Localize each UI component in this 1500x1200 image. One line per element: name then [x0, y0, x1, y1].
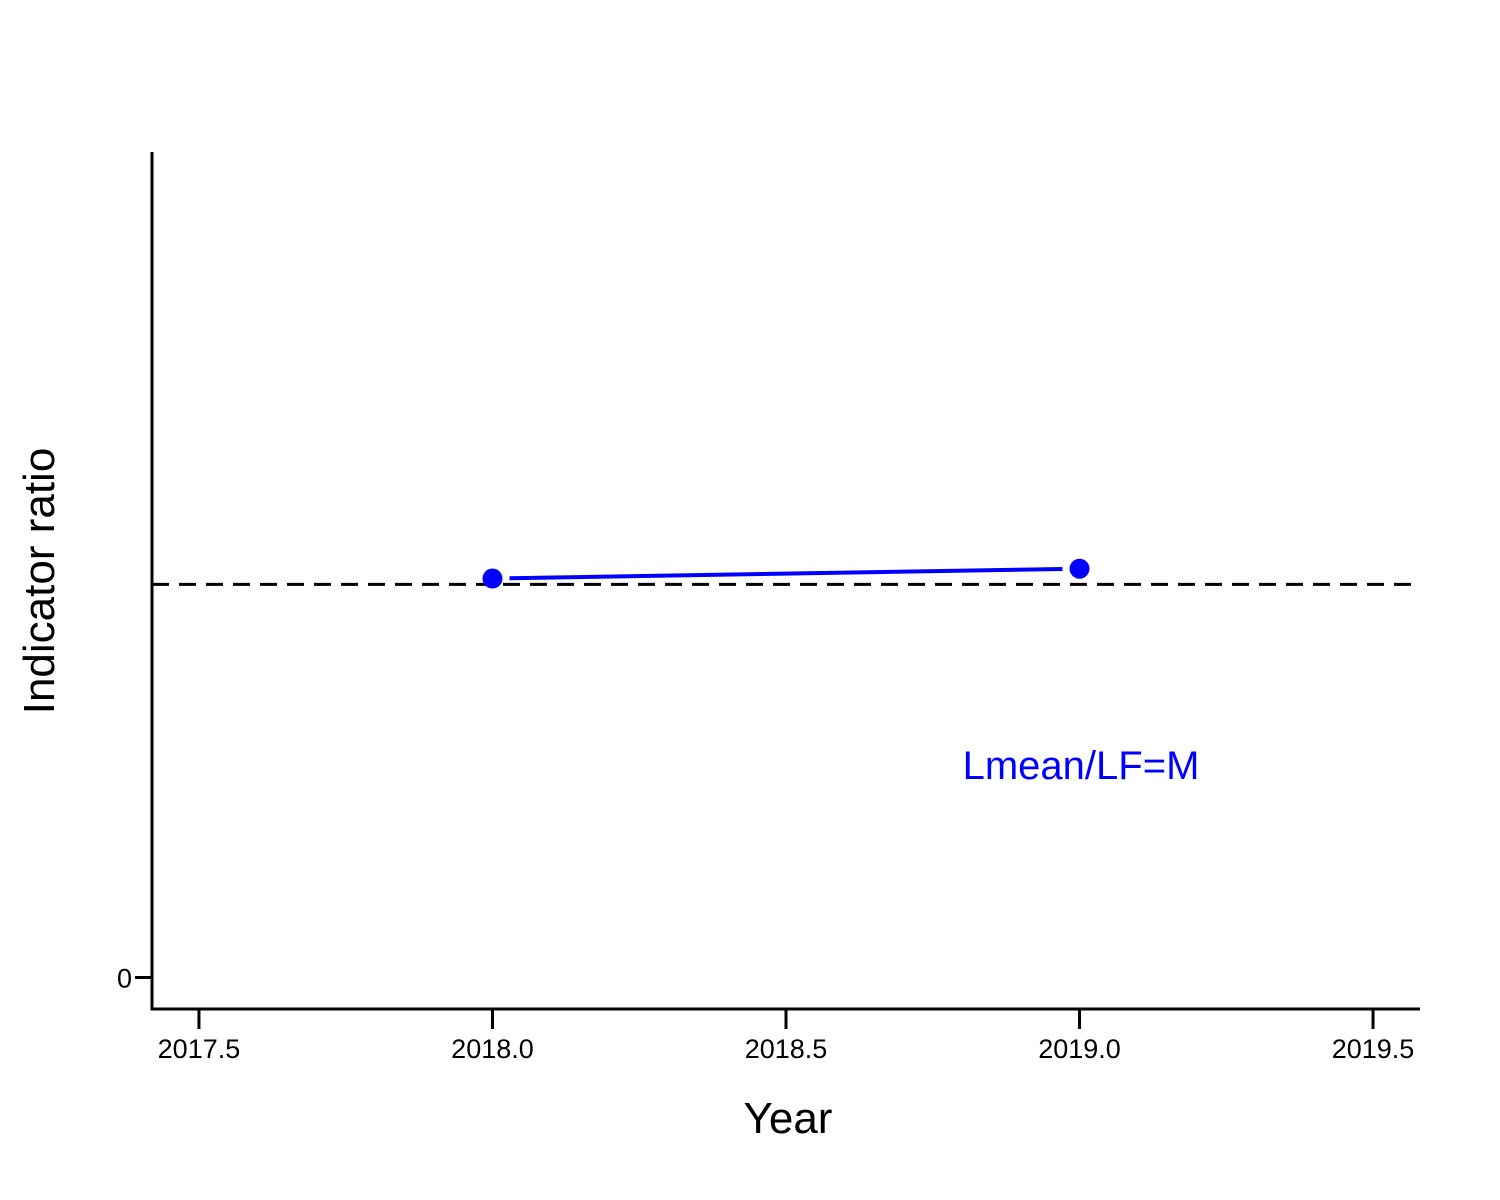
series-line-segment — [509, 566, 1063, 581]
annotation-label: Lmean/LF=M — [963, 744, 1200, 788]
axes: 2017.5 2018.0 2018.5 2019.0 2019.5 0 — [117, 152, 1420, 1064]
data-point — [482, 568, 503, 589]
x-axis-title: Year — [744, 1094, 833, 1143]
x-tick-label: 2017.5 — [158, 1034, 241, 1064]
y-tick-label: 0 — [117, 964, 132, 994]
x-tick-label: 2018.5 — [745, 1034, 828, 1064]
plot-area — [152, 558, 1420, 589]
x-tick-label: 2019.0 — [1038, 1034, 1121, 1064]
x-tick-label: 2018.0 — [451, 1034, 534, 1064]
data-point — [1069, 558, 1090, 579]
x-tick-label: 2019.5 — [1332, 1034, 1415, 1064]
y-axis-title: Indicator ratio — [15, 448, 64, 715]
